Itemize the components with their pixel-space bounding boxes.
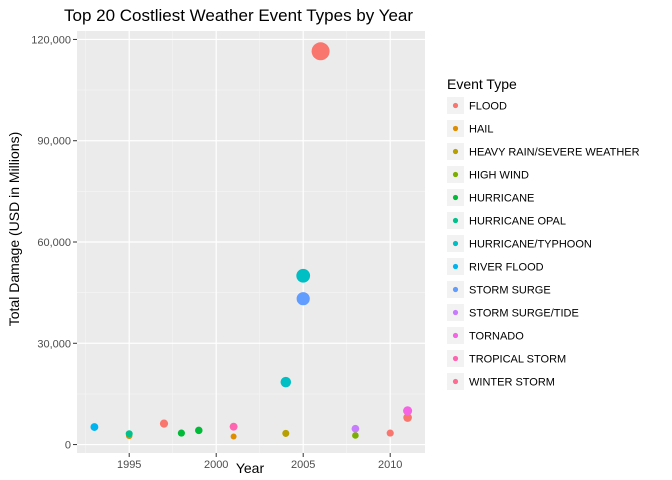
legend-label: HEAVY RAIN/SEVERE WEATHER — [469, 147, 640, 159]
y-axis-ticks: 0 30,000 60,000 90,000 120,000 — [31, 34, 77, 452]
legend-swatch — [452, 240, 459, 247]
legend-title: Event Type — [447, 76, 517, 92]
x-axis-title: Year — [236, 460, 265, 476]
y-tick-label: 120,000 — [31, 34, 71, 46]
data-point — [403, 413, 412, 422]
legend-label: HURRICANE OPAL — [469, 216, 566, 228]
legend-swatch — [452, 148, 459, 155]
x-tick-label: 2000 — [204, 459, 228, 471]
data-point — [296, 268, 311, 283]
data-point — [229, 422, 238, 431]
data-point — [195, 426, 203, 435]
data-point — [352, 432, 359, 439]
legend-swatch — [452, 332, 459, 339]
legend-label: STORM SURGE — [469, 285, 551, 297]
major-gridlines — [77, 31, 425, 453]
legend-label: HURRICANE/TYPHOON — [469, 239, 592, 251]
legend-label: TROPICAL STORM — [469, 354, 566, 366]
legend-label: HAIL — [469, 124, 493, 136]
data-point — [296, 292, 310, 306]
legend-swatch — [452, 125, 459, 132]
data-point — [311, 42, 330, 61]
legend-items: FLOOD HAIL HEAVY RAIN/SEVERE WEATHER HIGH W… — [447, 97, 640, 390]
legend-swatch — [452, 378, 459, 385]
y-tick-label: 30,000 — [37, 338, 71, 350]
data-point — [386, 429, 394, 437]
legend-label: WINTER STORM — [469, 377, 555, 389]
data-point — [159, 419, 169, 428]
legend-swatch — [452, 102, 459, 109]
data-point — [282, 429, 290, 437]
legend-label: HURRICANE — [469, 193, 534, 205]
legend-label: STORM SURGE/TIDE — [469, 308, 579, 320]
data-point — [90, 423, 99, 431]
legend-swatch — [452, 194, 459, 201]
data-point — [351, 424, 360, 433]
chart-title: Top 20 Costliest Weather Event Types by … — [64, 6, 413, 25]
legend-swatch — [452, 355, 459, 362]
data-point — [177, 429, 185, 437]
legend-swatch — [452, 309, 459, 316]
x-tick-label: 2010 — [378, 459, 402, 471]
x-axis-ticks: 1995 2000 2005 2010 — [117, 453, 402, 471]
legend-label: HIGH WIND — [469, 170, 529, 182]
legend-swatch — [452, 171, 459, 178]
legend: Event Type FLOOD HAIL HEAVY RAIN/SEVERE WE… — [447, 76, 640, 390]
data-point — [403, 406, 413, 416]
legend-swatch — [452, 286, 459, 293]
y-tick-label: 60,000 — [37, 237, 71, 249]
y-tick-label: 90,000 — [37, 136, 71, 148]
legend-swatch — [452, 263, 459, 270]
legend-label: TORNADO — [469, 331, 524, 343]
data-point — [280, 376, 292, 388]
y-axis-title: Total Damage (USD in Millions) — [6, 132, 22, 327]
legend-label: FLOOD — [469, 101, 507, 113]
legend-label: RIVER FLOOD — [469, 262, 544, 274]
data-point — [230, 433, 237, 440]
x-tick-label: 1995 — [117, 459, 141, 471]
y-tick-label: 0 — [65, 440, 71, 452]
data-point — [125, 430, 133, 438]
data-points — [90, 42, 413, 440]
x-tick-label: 2005 — [291, 459, 315, 471]
legend-swatch — [452, 217, 459, 224]
